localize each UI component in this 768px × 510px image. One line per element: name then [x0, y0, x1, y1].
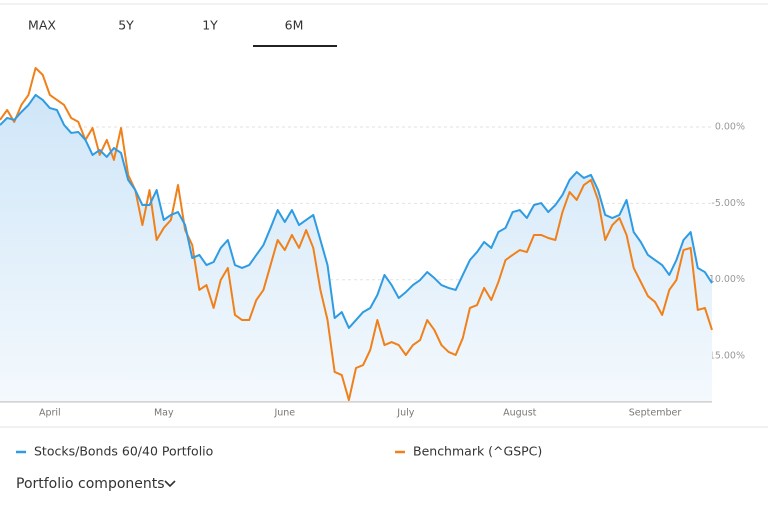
range-tab[interactable]: 6M [285, 18, 304, 33]
area [0, 94, 712, 402]
x-tick-label: September [629, 408, 682, 419]
x-tick-label: May [154, 408, 174, 419]
chevron[interactable] [164, 480, 176, 488]
range-tab[interactable]: 1Y [202, 18, 218, 33]
x-tick-label: July [396, 408, 414, 419]
range-tab[interactable]: 5Y [118, 18, 134, 33]
x-tick-label: June [273, 408, 295, 419]
legend-label: Stocks/Bonds 60/40 Portfolio [34, 444, 213, 459]
series-line [0, 93, 713, 329]
y-tick-label: -10.00% [705, 274, 745, 285]
range-tab[interactable]: MAX [28, 18, 56, 33]
x-tick-label: April [39, 408, 61, 419]
components-link[interactable]: Portfolio components [16, 476, 165, 492]
y-tick-label: 0.00% [715, 121, 745, 132]
y-tick-label: -5.00% [711, 198, 745, 209]
legend-label: Benchmark (^GSPC) [413, 444, 542, 459]
series-line [0, 67, 713, 402]
x-tick-label: August [503, 408, 537, 419]
y-tick-label: -15.00% [705, 351, 745, 362]
